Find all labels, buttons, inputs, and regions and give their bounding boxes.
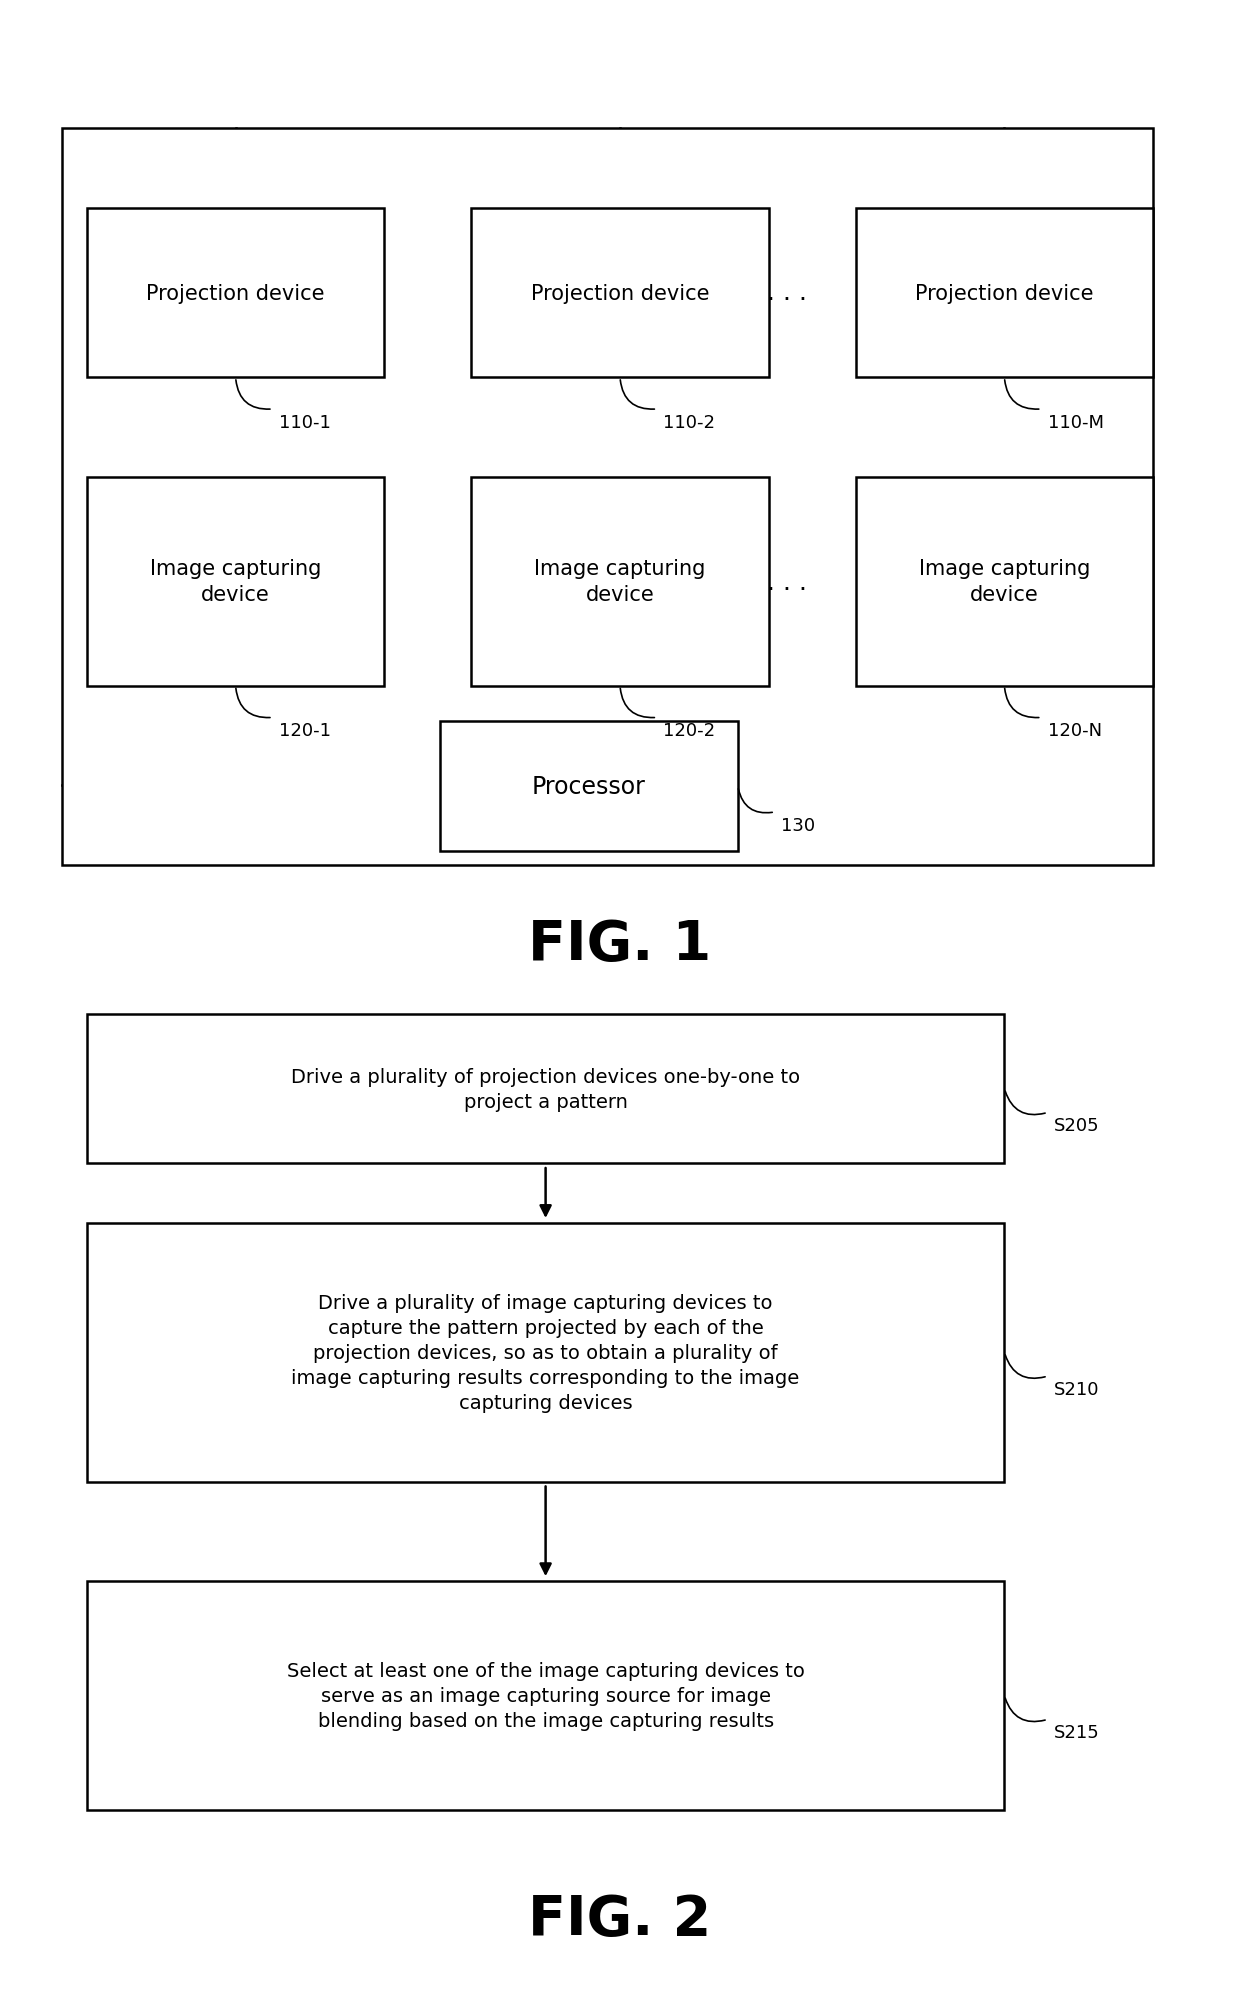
- Text: 120-N: 120-N: [1048, 722, 1102, 740]
- Text: 110-1: 110-1: [279, 414, 331, 432]
- Text: . . .: . . .: [768, 280, 807, 304]
- Bar: [471, 209, 769, 378]
- Text: 110-M: 110-M: [1048, 414, 1104, 432]
- Text: Projection device: Projection device: [531, 282, 709, 304]
- Text: Projection device: Projection device: [915, 282, 1094, 304]
- Text: Processor: Processor: [532, 774, 646, 800]
- Text: FIG. 2: FIG. 2: [528, 1892, 712, 1947]
- Text: Drive a plurality of image capturing devices to
capture the pattern projected by: Drive a plurality of image capturing dev…: [291, 1293, 800, 1412]
- Text: Image capturing
device: Image capturing device: [919, 559, 1090, 605]
- Text: 130: 130: [781, 817, 816, 835]
- Text: Projection device: Projection device: [146, 282, 325, 304]
- Text: Image capturing
device: Image capturing device: [150, 559, 321, 605]
- Text: Drive a plurality of projection devices one-by-one to
project a pattern: Drive a plurality of projection devices …: [291, 1066, 800, 1112]
- Bar: [87, 209, 384, 378]
- Bar: [856, 477, 1153, 686]
- Bar: [87, 1014, 1004, 1164]
- Text: 110-2: 110-2: [663, 414, 715, 432]
- Bar: [440, 722, 738, 851]
- Text: S215: S215: [1054, 1722, 1100, 1742]
- Bar: [471, 477, 769, 686]
- Text: 120-1: 120-1: [279, 722, 331, 740]
- Text: Select at least one of the image capturing devices to
serve as an image capturin: Select at least one of the image capturi…: [286, 1661, 805, 1730]
- Text: S210: S210: [1054, 1380, 1100, 1398]
- Bar: [87, 1581, 1004, 1810]
- Bar: [856, 209, 1153, 378]
- Text: . . .: . . .: [768, 571, 807, 595]
- Bar: [62, 129, 1153, 865]
- Text: Image capturing
device: Image capturing device: [534, 559, 706, 605]
- Text: FIG. 1: FIG. 1: [528, 917, 712, 973]
- Bar: [87, 477, 384, 686]
- Bar: [87, 1223, 1004, 1482]
- Text: 120-2: 120-2: [663, 722, 715, 740]
- Text: S205: S205: [1054, 1118, 1100, 1136]
